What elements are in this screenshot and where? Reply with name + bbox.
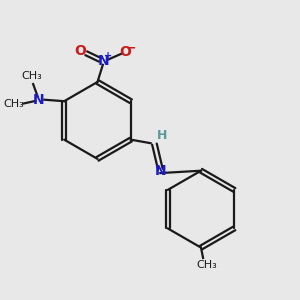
- Text: N: N: [98, 54, 109, 68]
- Text: O: O: [74, 44, 86, 58]
- Text: N: N: [154, 164, 166, 178]
- Text: O: O: [119, 44, 131, 58]
- Text: +: +: [104, 51, 112, 61]
- Text: N: N: [33, 93, 45, 107]
- Text: CH₃: CH₃: [21, 71, 42, 81]
- Text: CH₃: CH₃: [3, 99, 24, 109]
- Text: CH₃: CH₃: [196, 260, 217, 270]
- Text: H: H: [157, 129, 167, 142]
- Text: −: −: [126, 41, 136, 54]
